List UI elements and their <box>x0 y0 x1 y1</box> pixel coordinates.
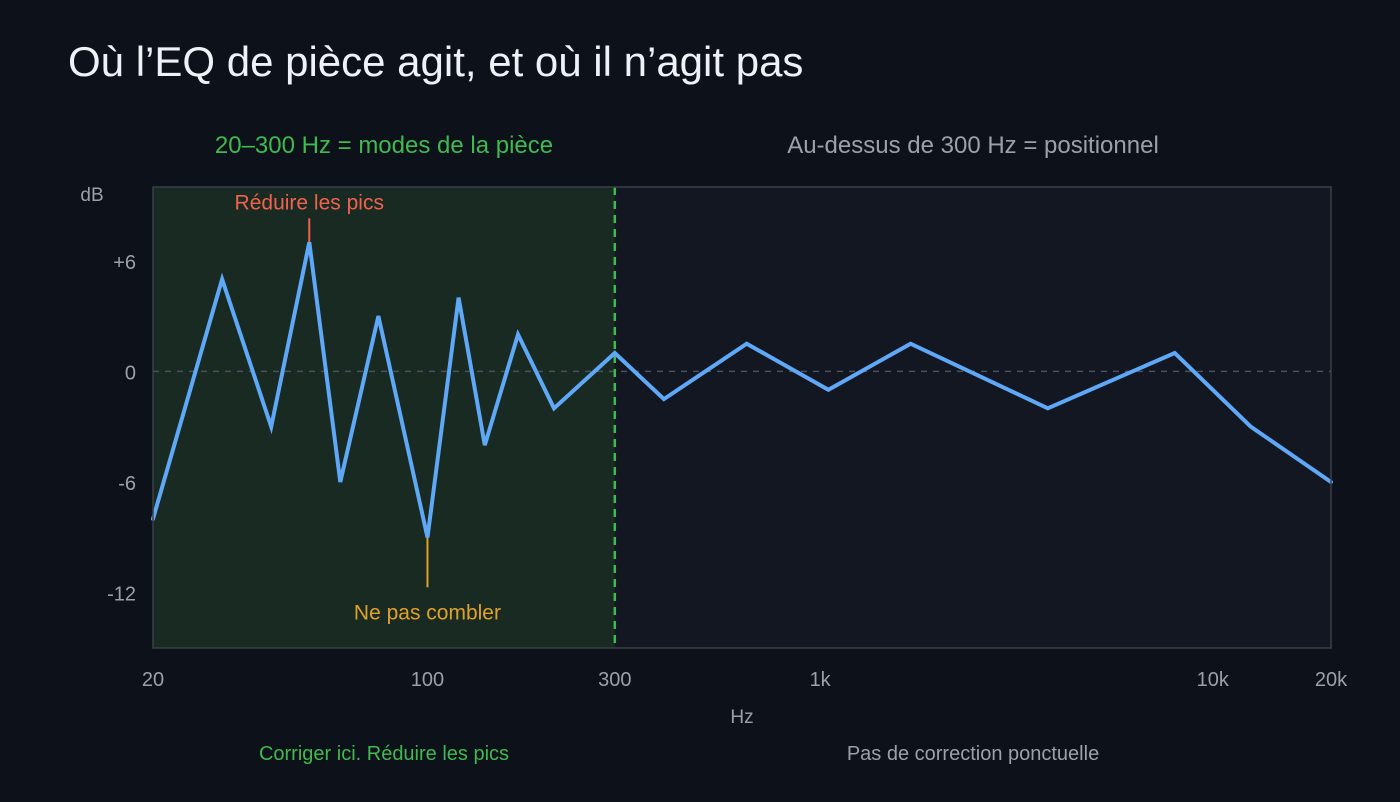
x-tick-label: 20 <box>142 669 164 691</box>
room-modes-footer: Corriger ici. Réduire les pics <box>259 743 509 765</box>
x-axis-ticks: 20 100 300 1k 10k 20k <box>142 669 1348 691</box>
room-modes-region-label: 20–300 Hz = modes de la pièce <box>215 132 553 159</box>
x-tick-label: 1k <box>810 669 832 691</box>
x-tick-label: 100 <box>411 669 444 691</box>
response-curve-line <box>151 241 1333 538</box>
x-tick-label: 20k <box>1315 669 1348 691</box>
page-title: Où l’EQ de pièce agit, et où il n’agit p… <box>68 38 804 85</box>
y-tick-label: -12 <box>107 584 136 606</box>
room-modes-zone <box>153 187 615 648</box>
y-tick-label: -6 <box>118 473 136 495</box>
annotations: Réduire les pics Ne pas combler <box>235 191 501 624</box>
positional-footer: Pas de correction ponctuelle <box>847 743 1099 765</box>
x-tick-label: 300 <box>598 669 631 691</box>
x-axis-label: Hz <box>730 707 753 728</box>
y-axis-label: dB <box>80 185 103 206</box>
dip-annotation-label: Ne pas combler <box>354 601 501 624</box>
y-tick-label: 0 <box>125 362 136 384</box>
y-tick-label: +6 <box>113 252 136 274</box>
y-axis-ticks: +6 0 -6 -12 <box>107 252 136 606</box>
peak-annotation-label: Réduire les pics <box>235 191 384 214</box>
positional-region-label: Au-dessus de 300 Hz = positionnel <box>787 132 1159 159</box>
plot-frame <box>152 186 1332 649</box>
x-tick-label: 10k <box>1197 669 1230 691</box>
